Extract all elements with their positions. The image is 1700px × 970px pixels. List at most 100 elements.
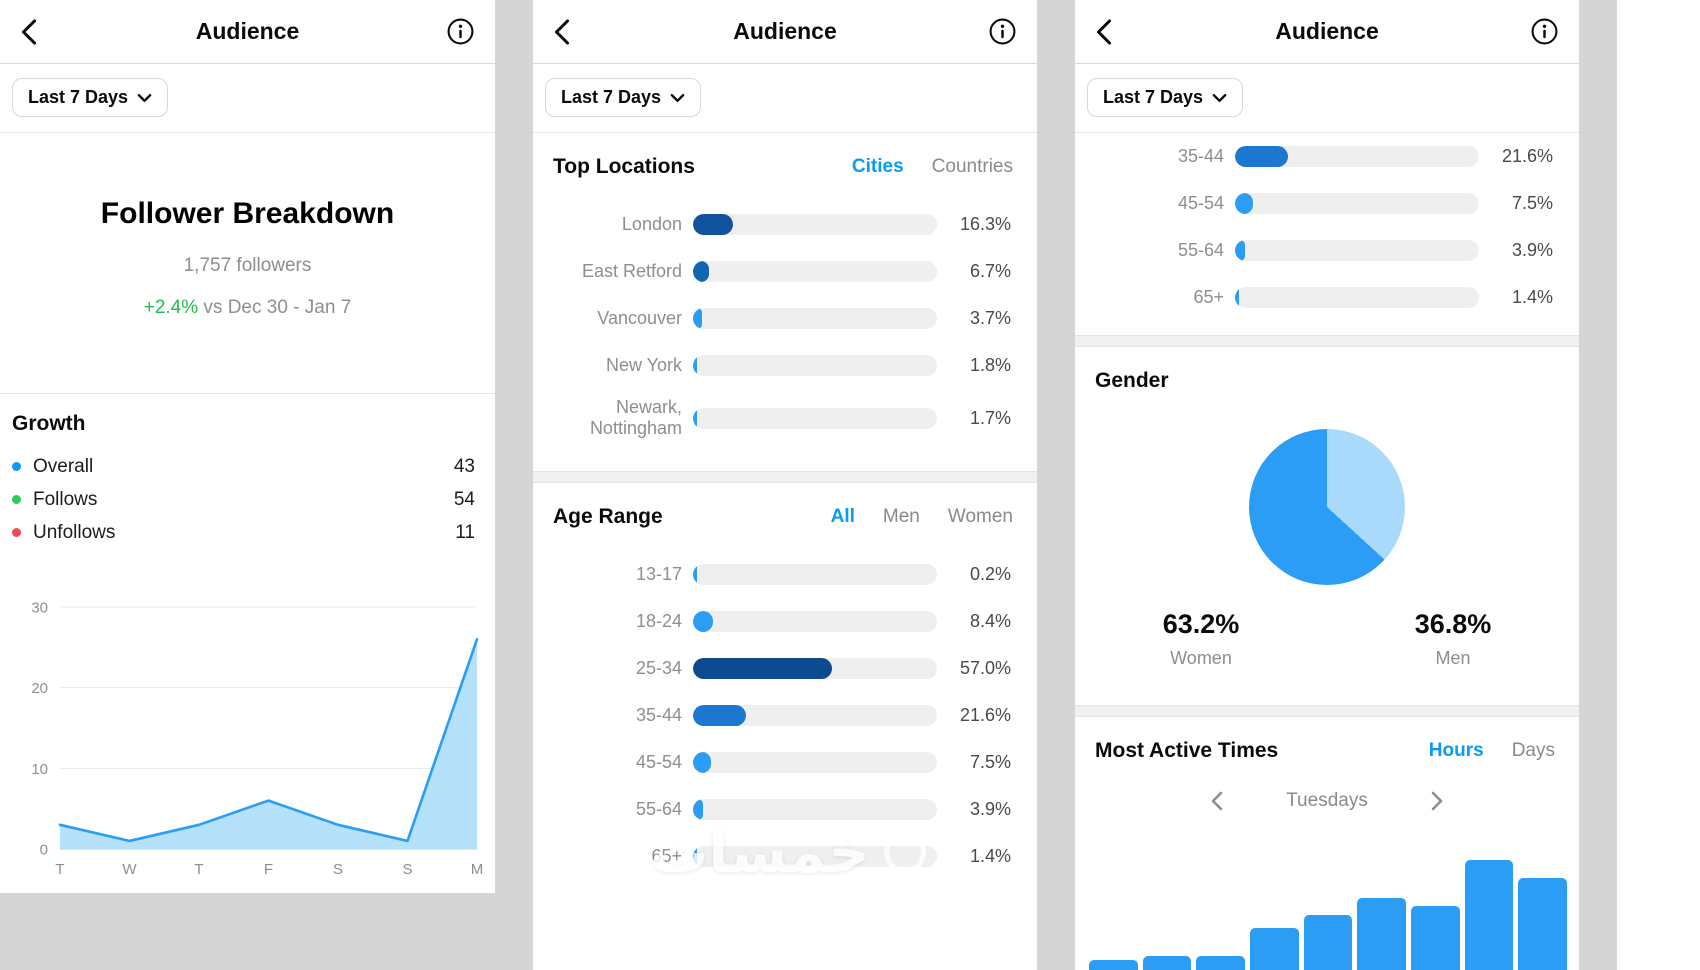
tab-hours[interactable]: Hours	[1428, 740, 1484, 761]
age-range-list-continued: 35-44 21.6% 45-54 7.5% 55-64 3.9% 65+ 1.4%	[1075, 133, 1579, 321]
growth-section-title: Growth	[12, 412, 86, 435]
gender-label: Women	[1170, 648, 1232, 668]
top-locations-title: Top Locations	[553, 155, 695, 178]
followers-change: +2.4% vs Dec 30 - Jan 7	[0, 297, 495, 319]
stat-bar-fill	[1235, 287, 1239, 308]
stat-bar-fill	[693, 799, 703, 820]
stat-bar-fill	[693, 214, 733, 235]
stat-row: 45-54 7.5%	[533, 739, 1037, 786]
tab-men[interactable]: Men	[882, 506, 920, 527]
follower-breakdown-summary: Follower Breakdown 1,757 followers +2.4%…	[0, 133, 495, 319]
stat-bar-track	[693, 407, 937, 429]
stat-bar-track	[693, 799, 937, 820]
date-range-button[interactable]: Last 7 Days	[12, 78, 169, 117]
stat-row: New York 1.8%	[533, 342, 1037, 389]
chevron-down-icon	[670, 93, 685, 102]
stat-value: 21.6%	[959, 705, 1011, 725]
legend-label: Unfollows	[33, 521, 116, 543]
stat-bar-track	[693, 355, 937, 376]
age-range-list: 13-17 0.2% 18-24 8.4% 25-34 57.0% 35-44 21.6% 45…	[533, 551, 1037, 880]
info-icon	[1531, 18, 1557, 45]
stat-bar-track	[1235, 287, 1479, 308]
info-button[interactable]	[985, 15, 1019, 49]
info-button[interactable]	[443, 15, 477, 49]
stat-row: Vancouver 3.7%	[533, 295, 1037, 342]
stat-label: 13-17	[635, 564, 682, 585]
chevron-right-icon	[1431, 791, 1443, 811]
follower-breakdown-title: Follower Breakdown	[100, 197, 395, 230]
chevron-left-icon	[1211, 791, 1223, 811]
stat-value: 16.3%	[959, 214, 1011, 234]
stat-value: 6.7%	[969, 261, 1011, 281]
tab-days[interactable]: Days	[1511, 740, 1555, 761]
stat-bar-track	[1235, 146, 1479, 167]
stat-label: Vancouver	[597, 308, 682, 329]
stat-row: 55-64 3.9%	[1075, 227, 1579, 274]
change-context: vs Dec 30 - Jan 7	[203, 297, 352, 318]
date-range-label: Last 7 Days	[1103, 87, 1204, 107]
tab-all[interactable]: All	[830, 506, 855, 527]
section-divider	[1075, 705, 1579, 717]
back-button[interactable]	[12, 14, 46, 50]
stat-bar-fill	[1235, 193, 1254, 214]
legend-dot-green	[12, 495, 21, 504]
stat-label: 25-34	[635, 658, 682, 679]
stat-bar-fill	[693, 308, 703, 329]
tab-women[interactable]: Women	[947, 506, 1013, 527]
stat-bar-track	[693, 611, 937, 632]
stat-label: 45-54	[635, 752, 682, 773]
legend-value: 54	[453, 488, 475, 510]
legend-row-overall: Overall 43	[12, 450, 475, 483]
stat-value: 1.7%	[969, 407, 1011, 428]
most-active-times-title: Most Active Times	[1095, 739, 1279, 762]
chevron-left-icon	[1096, 18, 1112, 45]
gender-header: Gender	[1075, 347, 1579, 415]
stat-label: 65+	[651, 846, 682, 867]
stat-bar-track	[693, 214, 937, 235]
tab-cities[interactable]: Cities	[851, 156, 904, 177]
active-hours-bar	[1411, 906, 1460, 970]
stat-value: 21.6%	[1501, 146, 1553, 166]
back-button[interactable]	[1087, 14, 1121, 50]
gender-title: Gender	[1095, 369, 1169, 392]
back-button[interactable]	[545, 14, 579, 50]
stat-label: 55-64	[635, 799, 682, 820]
stat-bar-track	[693, 261, 937, 282]
screen-gender-active-times: Audience Last 7 Days 35-44 21.6% 45-54 7.5%…	[1075, 0, 1579, 970]
section-divider	[1075, 335, 1579, 347]
stat-row: East Retford 6.7%	[533, 248, 1037, 295]
page-title: Audience	[195, 18, 300, 44]
stat-row: 13-17 0.2%	[533, 551, 1037, 598]
legend-value: 11	[455, 521, 475, 543]
stat-bar-fill	[693, 564, 697, 585]
stat-row: 35-44 21.6%	[533, 692, 1037, 739]
stat-row: 65+ 1.4%	[533, 833, 1037, 880]
stat-row: 65+ 1.4%	[1075, 274, 1579, 321]
svg-text:30: 30	[31, 600, 48, 617]
date-range-button[interactable]: Last 7 Days	[545, 78, 702, 117]
stat-bar-track	[693, 308, 937, 329]
date-range-button[interactable]: Last 7 Days	[1087, 78, 1244, 117]
next-day-button[interactable]	[1426, 787, 1448, 815]
most-active-times-header: Most Active Times Hours Days	[1075, 717, 1579, 785]
gender-percent: 36.8%	[1414, 609, 1492, 639]
chevron-left-icon	[21, 18, 37, 45]
stat-value: 3.9%	[1511, 240, 1553, 260]
stat-label: New York	[605, 355, 682, 376]
svg-text:M: M	[471, 861, 483, 878]
change-percent: +2.4%	[143, 297, 199, 318]
tab-countries[interactable]: Countries	[931, 156, 1013, 177]
info-button[interactable]	[1527, 15, 1561, 49]
stat-bar-track	[1235, 240, 1479, 261]
screen-follower-breakdown: Audience Last 7 Days Follower Breakdown …	[0, 0, 495, 893]
date-range-label: Last 7 Days	[28, 87, 129, 107]
info-icon	[447, 18, 473, 45]
prev-day-button[interactable]	[1206, 787, 1228, 815]
stat-value: 8.4%	[969, 611, 1011, 631]
stat-bar-fill	[693, 846, 697, 867]
stat-row: 25-34 57.0%	[533, 645, 1037, 692]
active-hours-bar-chart	[1089, 838, 1567, 970]
stat-bar-fill	[693, 705, 746, 726]
top-locations-header: Top Locations Cities Countries	[533, 133, 1037, 201]
